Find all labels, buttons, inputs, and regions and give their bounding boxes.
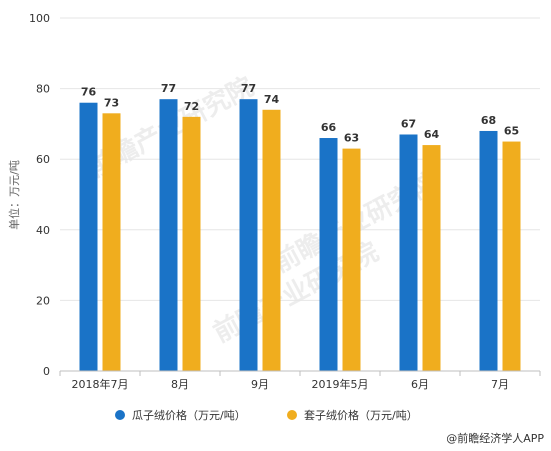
- x-tick-label: 2019年5月: [312, 377, 369, 391]
- bar-taozi: [342, 148, 361, 371]
- x-axis-ticks: 2018年7月 8月 9月 2019年5月 6月 7月: [59, 371, 541, 391]
- legend-marker: [115, 410, 125, 420]
- bar-guazi: [319, 138, 338, 371]
- bar-taozi: [102, 113, 121, 371]
- source-text: @前瞻经济学人APP: [446, 431, 544, 445]
- bar-value-label: 68: [481, 114, 496, 127]
- bar-value-label: 72: [184, 100, 199, 113]
- legend-label: 套子绒价格（万元/吨）: [304, 408, 418, 422]
- legend-label: 瓜子绒价格（万元/吨）: [132, 408, 246, 422]
- bar-value-label: 65: [504, 125, 519, 138]
- bar-value-label: 66: [321, 121, 337, 134]
- bar-value-label: 63: [344, 132, 359, 145]
- y-tick-label: 80: [36, 83, 50, 96]
- bar-guazi: [159, 99, 178, 371]
- y-tick-label: 60: [36, 153, 50, 166]
- bar-guazi: [239, 99, 258, 371]
- bar-value-label: 73: [104, 96, 119, 109]
- x-tick-label: 2018年7月: [72, 377, 129, 391]
- y-tick-label: 20: [36, 294, 50, 307]
- legend: 瓜子绒价格（万元/吨） 套子绒价格（万元/吨）: [115, 408, 418, 422]
- x-tick-label: 8月: [171, 378, 189, 391]
- gridlines: [60, 17, 540, 301]
- bar-value-label: 74: [264, 93, 280, 106]
- bar-guazi: [79, 102, 98, 371]
- bar-value-label: 64: [424, 128, 440, 141]
- bar-value-label: 76: [81, 86, 97, 99]
- bar-taozi: [502, 141, 521, 371]
- x-tick-label: 9月: [251, 378, 269, 391]
- bar-guazi: [479, 130, 498, 371]
- legend-marker: [287, 410, 297, 420]
- bars: [79, 99, 521, 371]
- bar-guazi: [399, 134, 418, 371]
- bar-value-label: 77: [241, 82, 256, 95]
- bar-taozi: [262, 109, 281, 371]
- bar-taozi: [182, 116, 201, 371]
- x-tick-label: 6月: [411, 378, 429, 391]
- y-tick-label: 40: [36, 224, 50, 237]
- y-axis-ticks: 0 20 40 60 80 100: [29, 12, 50, 378]
- bar-value-labels: 76 73 77 72 77 74 66 63 67 64 68 65: [81, 82, 519, 144]
- x-tick-label: 7月: [491, 378, 509, 391]
- y-axis-label: 单位：万元/吨: [7, 160, 21, 230]
- y-tick-label: 100: [29, 12, 50, 25]
- bar-value-label: 77: [161, 82, 176, 95]
- bar-value-label: 67: [401, 117, 416, 130]
- bar-taozi: [422, 145, 441, 371]
- y-tick-label: 0: [43, 365, 50, 378]
